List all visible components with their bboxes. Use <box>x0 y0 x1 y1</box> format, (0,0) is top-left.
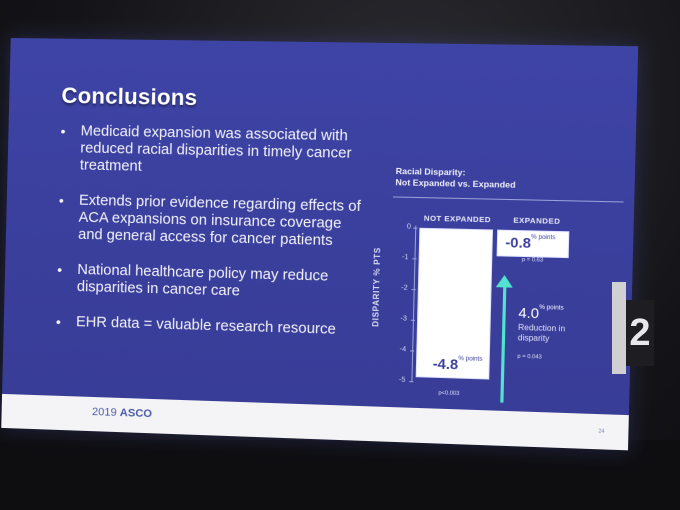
bullet-dot: • <box>55 313 62 330</box>
y-tick-mark <box>409 381 414 383</box>
y-tick-mark <box>410 350 415 352</box>
y-tick-label: -5 <box>398 376 406 385</box>
value-number: -0.8 <box>505 233 532 251</box>
value-unit: % points <box>530 234 556 242</box>
bullet-dot: • <box>60 122 66 140</box>
bullet-item: • EHR data = valuable research resource <box>52 313 359 339</box>
reduction-value: 4.0% points <box>518 304 564 322</box>
reduction-text: Reduction in disparity <box>517 322 566 344</box>
presentation-slide: Conclusions • Medicaid expansion was ass… <box>1 38 639 451</box>
chart-subtitle: Not Expanded vs. Expanded <box>395 177 516 190</box>
bullet-item: • National healthcare policy may reduce … <box>53 261 360 304</box>
reduction-unit: % points <box>539 304 564 312</box>
bullet-dot: • <box>58 192 65 209</box>
logo-year: 2019 <box>91 406 117 419</box>
chart-title: Racial Disparity: Not Expanded vs. Expan… <box>395 166 516 191</box>
y-tick-mark <box>412 258 417 260</box>
value-unit: % points <box>458 355 483 363</box>
bullet-text: Extends prior evidence regarding effects… <box>77 192 362 250</box>
y-tick-mark <box>411 289 416 291</box>
y-tick-label: -1 <box>401 253 409 262</box>
y-tick-mark <box>413 227 418 229</box>
category-label-not-expanded: NOT EXPANDED <box>423 213 492 225</box>
room-sign-number: 2 <box>626 300 654 366</box>
slide-page-number: 24 <box>598 428 605 436</box>
value-label-expanded: -0.8% points <box>505 234 555 252</box>
bullet-item: • Extends prior evidence regarding effec… <box>54 192 362 251</box>
y-tick-label: -3 <box>400 315 407 323</box>
chart-divider <box>392 196 624 203</box>
bullet-text: National healthcare policy may reduce di… <box>76 261 329 300</box>
category-label-expanded: EXPANDED <box>513 215 561 226</box>
reduction-p-value: p = 0.043 <box>517 353 542 361</box>
reduction-arrow <box>500 283 507 403</box>
bullet-text: Medicaid expansion was associated with r… <box>79 123 352 175</box>
slide-title: Conclusions <box>61 82 198 111</box>
room-floor <box>0 440 680 510</box>
y-tick-label: 0 <box>406 223 412 231</box>
y-tick-label: -2 <box>401 284 408 292</box>
y-tick-mark <box>410 319 416 321</box>
value-label-not-expanded: -4.8% points <box>433 355 483 373</box>
value-number: -4.8 <box>432 355 459 373</box>
y-axis-label: DISPARITY % PTS <box>370 247 383 327</box>
reduction-number: 4.0 <box>518 304 540 322</box>
reduction-label: Reduction in disparity p = 0.043 <box>517 323 577 364</box>
bullet-list: • Medicaid expansion was associated with… <box>51 123 363 358</box>
p-value-not-expanded: p<0.003 <box>438 390 460 398</box>
logo-name: ASCO <box>119 406 153 421</box>
y-tick-label: -4 <box>399 345 407 354</box>
asco-logo: 2019 ASCO <box>92 406 152 420</box>
bullet-item: • Medicaid expansion was associated with… <box>56 123 364 181</box>
room-screen-edge <box>612 282 626 374</box>
bullet-text: EHR data = valuable research resource <box>75 314 337 338</box>
bullet-dot: • <box>57 261 63 278</box>
p-value-expanded: p = 0.63 <box>521 256 544 264</box>
